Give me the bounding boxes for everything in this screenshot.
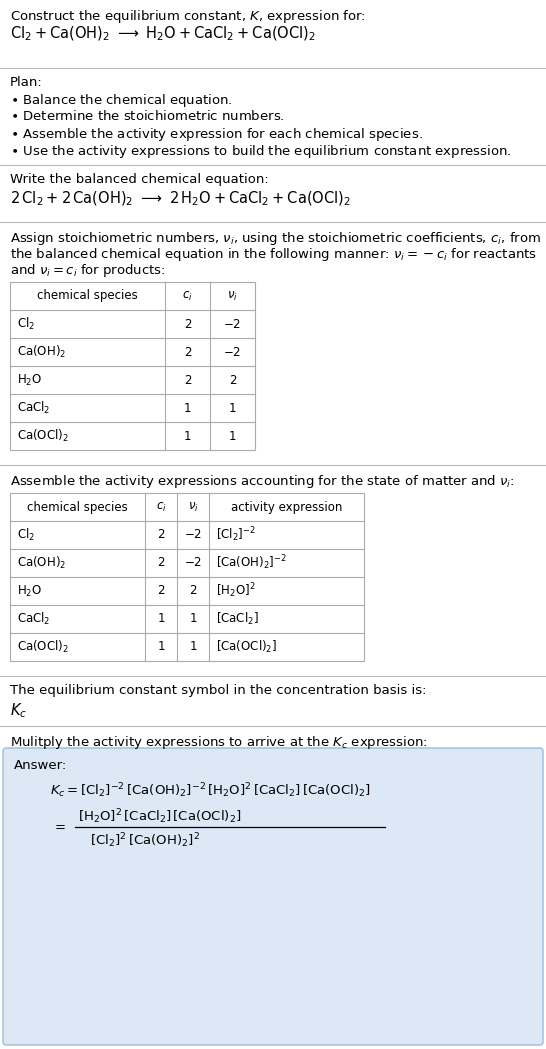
Text: Mulitply the activity expressions to arrive at the $K_c$ expression:: Mulitply the activity expressions to arr…: [10, 734, 428, 751]
Text: Answer:: Answer:: [14, 759, 67, 772]
Text: $\mathrm{H_2O}$: $\mathrm{H_2O}$: [17, 372, 42, 387]
Text: 2: 2: [157, 584, 165, 598]
Text: 2: 2: [229, 373, 236, 386]
Text: Assemble the activity expressions accounting for the state of matter and $\nu_i$: Assemble the activity expressions accoun…: [10, 473, 515, 490]
Text: $[\mathrm{Cl_2}]^{-2}$: $[\mathrm{Cl_2}]^{-2}$: [216, 526, 256, 544]
Text: $K_c$: $K_c$: [10, 701, 27, 720]
Text: 1: 1: [189, 641, 197, 654]
FancyBboxPatch shape: [3, 748, 543, 1045]
Text: Construct the equilibrium constant, $K$, expression for:: Construct the equilibrium constant, $K$,…: [10, 8, 366, 25]
Text: $\mathrm{CaCl_2}$: $\mathrm{CaCl_2}$: [17, 400, 50, 416]
Text: Write the balanced chemical equation:: Write the balanced chemical equation:: [10, 173, 269, 186]
Text: Assign stoichiometric numbers, $\nu_i$, using the stoichiometric coefficients, $: Assign stoichiometric numbers, $\nu_i$, …: [10, 230, 541, 247]
Text: $\mathrm{2\,Cl_2 + 2\,Ca(OH)_2\ \longrightarrow\ 2\,H_2O + CaCl_2 + Ca(OCl)_2}$: $\mathrm{2\,Cl_2 + 2\,Ca(OH)_2\ \longrig…: [10, 190, 351, 209]
Text: $=$: $=$: [52, 819, 66, 832]
Text: $c_i$: $c_i$: [156, 500, 167, 514]
Text: 1: 1: [184, 429, 191, 443]
Text: $\mathrm{Ca(OCl)_2}$: $\mathrm{Ca(OCl)_2}$: [17, 639, 69, 655]
Text: $\mathrm{H_2O}$: $\mathrm{H_2O}$: [17, 583, 42, 599]
Text: 1: 1: [157, 641, 165, 654]
Text: $c_i$: $c_i$: [182, 290, 193, 302]
Text: $-2$: $-2$: [223, 345, 242, 359]
Text: 2: 2: [184, 318, 191, 330]
Text: $[\mathrm{Ca(OH)_2}]^{-2}$: $[\mathrm{Ca(OH)_2}]^{-2}$: [216, 554, 287, 573]
Text: 2: 2: [184, 345, 191, 359]
Text: Plan:: Plan:: [10, 76, 43, 89]
Text: $\bullet\ $Determine the stoichiometric numbers.: $\bullet\ $Determine the stoichiometric …: [10, 109, 284, 123]
Text: and $\nu_i = c_i$ for products:: and $\nu_i = c_i$ for products:: [10, 262, 165, 279]
Text: $K_c = [\mathrm{Cl_2}]^{-2}\,[\mathrm{Ca(OH)_2}]^{-2}\,[\mathrm{H_2O}]^{2}\,[\ma: $K_c = [\mathrm{Cl_2}]^{-2}\,[\mathrm{Ca…: [50, 782, 371, 799]
Text: $\mathrm{Ca(OH)_2}$: $\mathrm{Ca(OH)_2}$: [17, 555, 66, 571]
Text: $[\mathrm{Ca(OCl)_2}]$: $[\mathrm{Ca(OCl)_2}]$: [216, 639, 277, 655]
Text: $\mathrm{Cl_2}$: $\mathrm{Cl_2}$: [17, 316, 35, 333]
Text: chemical species: chemical species: [37, 290, 138, 302]
Text: 2: 2: [157, 529, 165, 541]
Text: 1: 1: [229, 429, 236, 443]
Text: $\mathrm{Cl_2 + Ca(OH)_2\ \longrightarrow\ H_2O + CaCl_2 + Ca(OCl)_2}$: $\mathrm{Cl_2 + Ca(OH)_2\ \longrightarro…: [10, 25, 316, 43]
Text: The equilibrium constant symbol in the concentration basis is:: The equilibrium constant symbol in the c…: [10, 684, 426, 697]
Text: 2: 2: [157, 557, 165, 570]
Text: $\nu_i$: $\nu_i$: [227, 290, 238, 302]
Text: activity expression: activity expression: [231, 500, 342, 514]
Text: 1: 1: [157, 613, 165, 625]
Text: 2: 2: [184, 373, 191, 386]
Text: 1: 1: [229, 402, 236, 414]
Text: $\bullet\ $Assemble the activity expression for each chemical species.: $\bullet\ $Assemble the activity express…: [10, 126, 423, 143]
Text: $\mathrm{CaCl_2}$: $\mathrm{CaCl_2}$: [17, 611, 50, 627]
Text: $-2$: $-2$: [184, 557, 202, 570]
Text: $\mathrm{Ca(OCl)_2}$: $\mathrm{Ca(OCl)_2}$: [17, 428, 69, 444]
Text: $\bullet\ $Balance the chemical equation.: $\bullet\ $Balance the chemical equation…: [10, 92, 233, 109]
Text: 1: 1: [184, 402, 191, 414]
Text: $[\mathrm{CaCl_2}]$: $[\mathrm{CaCl_2}]$: [216, 611, 259, 627]
Text: $\nu_i$: $\nu_i$: [188, 500, 198, 514]
Text: the balanced chemical equation in the following manner: $\nu_i = -c_i$ for react: the balanced chemical equation in the fo…: [10, 247, 537, 263]
Text: $\mathrm{Cl_2}$: $\mathrm{Cl_2}$: [17, 527, 35, 543]
Text: $-2$: $-2$: [223, 318, 242, 330]
Text: $[\mathrm{H_2O}]^{2}\,[\mathrm{CaCl_2}]\,[\mathrm{Ca(OCl)_2}]$: $[\mathrm{H_2O}]^{2}\,[\mathrm{CaCl_2}]\…: [78, 807, 241, 826]
Text: $\bullet\ $Use the activity expressions to build the equilibrium constant expres: $\bullet\ $Use the activity expressions …: [10, 143, 512, 160]
Text: $[\mathrm{Cl_2}]^{2}\,[\mathrm{Ca(OH)_2}]^{2}$: $[\mathrm{Cl_2}]^{2}\,[\mathrm{Ca(OH)_2}…: [90, 831, 200, 850]
Text: chemical species: chemical species: [27, 500, 128, 514]
Text: $-2$: $-2$: [184, 529, 202, 541]
Text: $\mathrm{Ca(OH)_2}$: $\mathrm{Ca(OH)_2}$: [17, 344, 66, 360]
Text: 1: 1: [189, 613, 197, 625]
Bar: [10, 282, 255, 450]
Text: 2: 2: [189, 584, 197, 598]
Bar: [10, 493, 364, 661]
Text: $[\mathrm{H_2O}]^{2}$: $[\mathrm{H_2O}]^{2}$: [216, 581, 256, 600]
